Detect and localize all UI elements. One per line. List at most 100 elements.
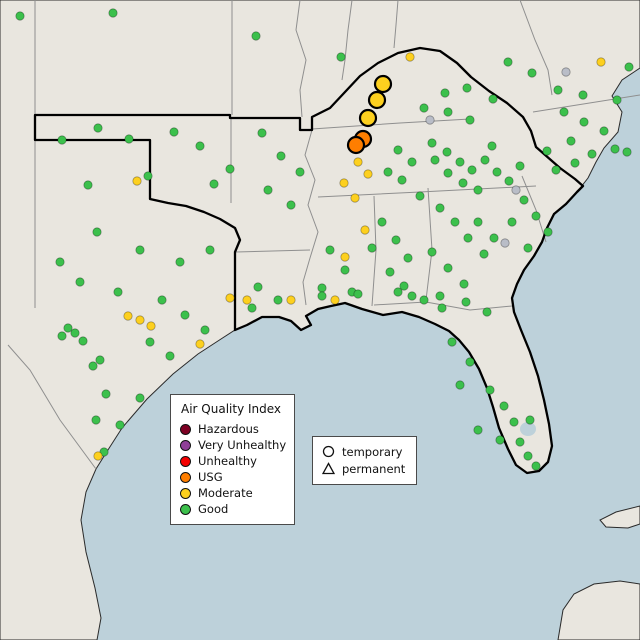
lake-okeechobee	[520, 422, 536, 436]
station-marker	[83, 180, 93, 190]
station-marker	[596, 57, 606, 67]
station-marker	[363, 169, 373, 179]
legend-item-label: Good	[198, 502, 229, 516]
station-marker	[295, 167, 305, 177]
station-marker	[124, 134, 134, 144]
station-marker	[488, 94, 498, 104]
station-marker	[442, 147, 452, 157]
event-marker	[346, 135, 366, 155]
station-marker	[340, 265, 350, 275]
station-marker	[399, 281, 409, 291]
legend-item-good: Good	[180, 501, 284, 517]
station-marker	[57, 331, 67, 341]
station-marker	[515, 161, 525, 171]
station-marker	[123, 311, 133, 321]
station-marker	[405, 52, 415, 62]
station-marker	[70, 328, 80, 338]
station-marker	[93, 123, 103, 133]
station-marker	[509, 417, 519, 427]
station-marker	[360, 225, 370, 235]
station-marker	[383, 167, 393, 177]
station-marker	[377, 217, 387, 227]
station-marker	[146, 321, 156, 331]
station-marker	[209, 179, 219, 189]
moderate-swatch	[180, 487, 191, 499]
station-marker	[427, 247, 437, 257]
station-marker	[336, 52, 346, 62]
station-marker	[165, 351, 175, 361]
station-marker	[330, 295, 340, 305]
station-marker	[317, 291, 327, 301]
station-marker	[175, 257, 185, 267]
legend-item-label: Hazardous	[198, 422, 259, 436]
station-marker	[427, 138, 437, 148]
station-marker	[393, 145, 403, 155]
station-marker	[353, 157, 363, 167]
station-marker	[251, 31, 261, 41]
station-marker	[391, 235, 401, 245]
station-marker	[419, 103, 429, 113]
legend-item-permanent: permanent	[322, 460, 406, 477]
station-marker	[425, 115, 435, 125]
station-marker	[95, 355, 105, 365]
event-marker	[367, 90, 387, 110]
station-marker	[407, 291, 417, 301]
very-unhealthy-swatch	[180, 439, 191, 451]
legend-item-unhealthy: Unhealthy	[180, 453, 284, 469]
event-marker	[373, 74, 393, 94]
station-marker	[450, 217, 460, 227]
station-marker	[459, 279, 469, 289]
permanent-triangle-icon	[322, 462, 335, 475]
station-marker	[135, 393, 145, 403]
station-marker	[559, 107, 569, 117]
station-marker	[579, 117, 589, 127]
state-borders	[7, 0, 640, 470]
station-marker	[253, 282, 263, 292]
station-marker	[480, 155, 490, 165]
station-marker	[473, 185, 483, 195]
station-marker	[499, 401, 509, 411]
legend-item-hazardous: Hazardous	[180, 421, 284, 437]
station-marker	[443, 263, 453, 273]
station-marker	[551, 165, 561, 175]
station-marker	[461, 297, 471, 307]
station-marker	[157, 295, 167, 305]
station-marker	[93, 451, 103, 461]
station-marker	[169, 127, 179, 137]
legend-item-label: temporary	[342, 444, 403, 459]
station-marker	[437, 303, 447, 313]
station-marker	[458, 178, 468, 188]
station-marker	[339, 178, 349, 188]
station-marker	[340, 252, 350, 262]
unhealthy-swatch	[180, 455, 191, 467]
station-marker	[622, 147, 632, 157]
station-marker	[247, 303, 257, 313]
station-marker	[612, 95, 622, 105]
station-marker	[507, 217, 517, 227]
station-marker	[610, 144, 620, 154]
station-marker	[99, 447, 109, 457]
station-marker	[455, 380, 465, 390]
station-marker	[393, 287, 403, 297]
station-marker	[135, 245, 145, 255]
station-marker	[115, 420, 125, 430]
station-marker	[435, 203, 445, 213]
usg-swatch	[180, 471, 191, 483]
station-marker	[143, 171, 153, 181]
station-marker	[587, 149, 597, 159]
station-marker	[132, 176, 142, 186]
station-marker	[504, 176, 514, 186]
focus-region-outline	[33, 46, 585, 475]
aqi-legend: Air Quality Index Hazardous Very Unhealt…	[170, 394, 295, 525]
station-marker	[325, 245, 335, 255]
station-marker	[463, 233, 473, 243]
station-marker	[467, 165, 477, 175]
station-marker	[492, 167, 502, 177]
station-marker	[63, 323, 73, 333]
station-marker	[561, 67, 571, 77]
station-marker	[455, 157, 465, 167]
station-marker	[92, 227, 102, 237]
station-marker	[553, 85, 563, 95]
